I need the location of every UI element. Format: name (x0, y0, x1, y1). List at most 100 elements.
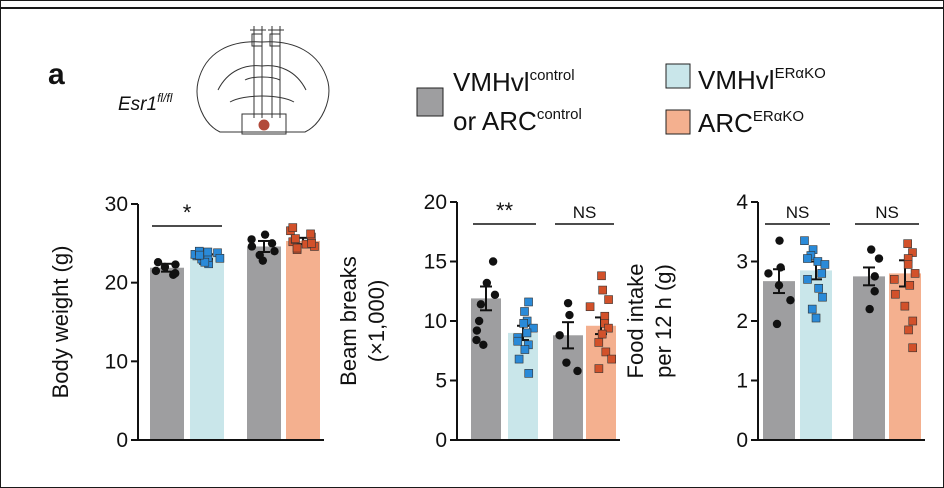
y-tick-label: 20 (424, 191, 447, 214)
data-point (215, 253, 225, 263)
data-point (870, 272, 879, 281)
data-point (775, 236, 784, 245)
data-point (814, 283, 823, 293)
chart-3: 0 1 2 3 4 Food intake per 12 h (g) NS NS (623, 191, 925, 452)
y-axis-title: Food intake per 12 h (g) (623, 264, 676, 379)
data-point (905, 280, 915, 290)
data-point (153, 258, 163, 267)
y-axis-title-line: (×1,000) (364, 280, 389, 363)
y-axis-title: Body weight (g) (48, 246, 73, 399)
data-point (786, 295, 795, 305)
legend: VMHvlcontrol or ARCcontrol VMHvlERαKO AR… (416, 63, 826, 138)
data-point (818, 292, 827, 302)
data-point (479, 340, 488, 349)
data-point (820, 260, 830, 269)
significance-label: ** (496, 198, 514, 223)
data-point (601, 347, 611, 357)
significance-label: NS (786, 203, 810, 222)
data-point (260, 230, 270, 239)
y-axis-title-line: Food intake (623, 264, 648, 379)
data-point (520, 307, 529, 316)
data-point (519, 319, 528, 328)
data-point (476, 300, 486, 309)
significance-label: NS (875, 203, 899, 222)
data-point (267, 239, 277, 248)
bar (763, 281, 795, 440)
panel-label: a (48, 58, 65, 91)
y-tick-label: 10 (424, 310, 447, 333)
data-point (803, 275, 812, 284)
data-point (903, 239, 912, 248)
data-point (811, 313, 821, 323)
y-tick-label: 20 (105, 272, 128, 295)
significance-label: NS (573, 203, 597, 222)
data-point (291, 234, 300, 243)
data-point (529, 323, 538, 333)
y-tick-label: 3 (736, 251, 748, 274)
data-point (594, 364, 604, 373)
data-point (292, 243, 302, 253)
data-point (604, 323, 613, 333)
y-tick-label: 15 (424, 251, 447, 274)
y-axis-title-line: Beam breaks (336, 256, 361, 386)
y-tick-label: 5 (435, 370, 447, 393)
data-point (803, 254, 812, 263)
data-point (171, 269, 180, 278)
data-point (597, 271, 606, 281)
data-point (524, 369, 534, 378)
significance-label: * (183, 200, 192, 225)
bar (247, 246, 281, 440)
chart-1: 0 10 20 30 Body weight (g) * (48, 193, 324, 452)
data-point (910, 269, 920, 278)
bar (553, 335, 583, 440)
legend-label-vmhvl-erako: VMHvlERαKO (698, 65, 826, 95)
data-point (891, 289, 900, 299)
data-point (247, 242, 257, 251)
bar (800, 270, 832, 440)
data-point (874, 254, 884, 263)
data-point (563, 298, 573, 308)
data-point (776, 263, 785, 272)
data-point (565, 310, 574, 320)
data-point (472, 335, 481, 345)
y-axis-title: Beam breaks (×1,000) (336, 256, 389, 386)
data-point (600, 311, 610, 321)
data-point (807, 304, 817, 314)
data-point (200, 257, 210, 267)
data-point (889, 275, 899, 284)
data-point (555, 331, 564, 340)
y-tick-label: 10 (105, 350, 128, 373)
data-point (904, 325, 913, 335)
data-point (472, 326, 482, 335)
legend-swatch-control (416, 87, 444, 117)
data-point (562, 358, 571, 367)
data-point (597, 329, 607, 339)
y-tick-label: 1 (736, 370, 748, 393)
data-point (607, 354, 616, 364)
data-point (524, 297, 533, 307)
top-border-line (0, 7, 944, 9)
legend-label-control-line1: VMHvlcontrol (453, 67, 575, 97)
data-point (900, 301, 910, 311)
data-point (270, 247, 279, 256)
data-point (514, 354, 524, 364)
data-point (865, 304, 874, 314)
legend-swatch-arc-erako (665, 109, 691, 135)
data-point (800, 236, 809, 245)
data-point (307, 239, 316, 248)
data-point (488, 257, 498, 266)
data-point (903, 260, 913, 269)
y-tick-label: 2 (736, 310, 748, 333)
data-point (774, 281, 784, 290)
data-point (255, 250, 264, 260)
data-point (520, 345, 530, 354)
data-point (522, 328, 532, 338)
data-point (482, 278, 492, 288)
legend-swatch-vmhvl-erako (665, 63, 691, 89)
data-point (288, 223, 298, 232)
y-axis-title-line: Body weight (g) (48, 246, 73, 399)
legend-label-control-line2: or ARCcontrol (453, 106, 582, 136)
data-point (306, 229, 315, 239)
genotype-label: Esr1fl/fl (118, 91, 173, 115)
